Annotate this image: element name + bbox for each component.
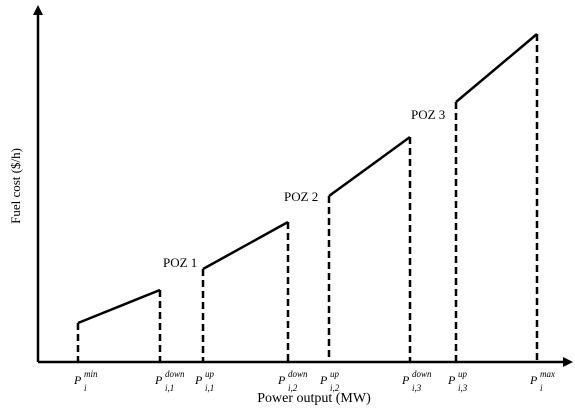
poz-label-3: POZ 3 bbox=[411, 107, 445, 122]
tick-label-p-min: P min i bbox=[73, 369, 98, 393]
tick-sup: max bbox=[540, 369, 555, 379]
tick-label-p-max: P max i bbox=[529, 369, 555, 393]
tick-sub: i bbox=[84, 383, 87, 393]
tick-sup: min bbox=[84, 369, 98, 379]
tick-sub: i,2 bbox=[288, 383, 298, 393]
tick-base: P bbox=[194, 373, 203, 387]
tick-sub: i,3 bbox=[412, 383, 422, 393]
tick-label-p-up-1: P up i,1 bbox=[194, 369, 215, 393]
poz-label-2: POZ 2 bbox=[284, 189, 318, 204]
tick-sub: i,3 bbox=[458, 383, 468, 393]
tick-labels: P min i P down i,1 P up i,1 P down i,2 P… bbox=[73, 369, 555, 393]
tick-label-p-down-3: P down i,3 bbox=[401, 369, 432, 393]
tick-sub: i,2 bbox=[330, 383, 340, 393]
tick-base: P bbox=[154, 373, 163, 387]
tick-base: P bbox=[447, 373, 456, 387]
dashed-drop-lines bbox=[76, 34, 539, 362]
tick-sup: down bbox=[288, 369, 308, 379]
curve-segment-4 bbox=[455, 33, 538, 103]
tick-base: P bbox=[277, 373, 286, 387]
tick-base: P bbox=[319, 373, 328, 387]
curve-segment-3 bbox=[328, 135, 411, 198]
tick-label-p-up-2: P up i,2 bbox=[319, 369, 340, 393]
tick-label-p-up-3: P up i,3 bbox=[447, 369, 468, 393]
tick-sub: i,1 bbox=[205, 383, 214, 393]
tick-label-p-down-1: P down i,1 bbox=[154, 369, 185, 393]
tick-label-p-down-2: P down i,2 bbox=[277, 369, 308, 393]
x-axis-label: Power output (MW) bbox=[257, 391, 371, 406]
tick-sup: up bbox=[458, 369, 468, 379]
y-axis-label: Fuel cost ($/h) bbox=[8, 148, 23, 224]
tick-base: P bbox=[73, 373, 82, 387]
curve-segment-2 bbox=[202, 220, 289, 271]
tick-base: P bbox=[529, 373, 538, 387]
tick-sub: i,1 bbox=[165, 383, 174, 393]
cost-curves bbox=[77, 33, 538, 325]
tick-sup: up bbox=[330, 369, 340, 379]
tick-sup: down bbox=[165, 369, 185, 379]
tick-sup: up bbox=[205, 369, 215, 379]
poz-label-1: POZ 1 bbox=[163, 255, 197, 270]
tick-sup: down bbox=[412, 369, 432, 379]
curve-segment-1 bbox=[77, 288, 161, 325]
tick-base: P bbox=[401, 373, 410, 387]
tick-sub: i bbox=[540, 383, 543, 393]
